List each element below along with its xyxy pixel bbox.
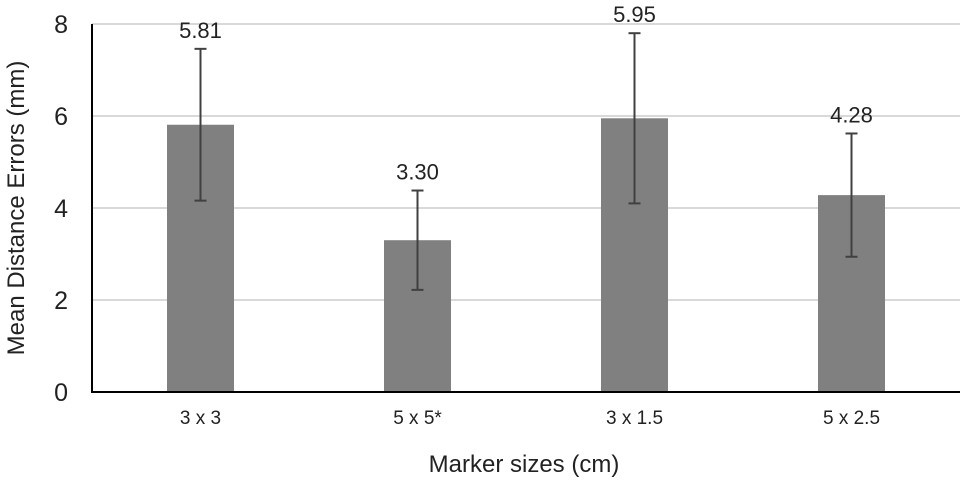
data-label: 4.28	[830, 102, 873, 127]
data-labels: 5.81 3.30 5.95 4.28	[179, 2, 873, 184]
x-tick-labels: 3 x 3 5 x 5* 3 x 1.5 5 x 2.5	[180, 408, 880, 429]
y-axis-title: Mean Distance Errors (mm)	[3, 61, 30, 356]
x-tick-label: 5 x 5*	[393, 408, 442, 429]
x-tick-label: 5 x 2.5	[823, 408, 880, 429]
y-tick-labels: 0 2 4 6 8	[54, 11, 68, 407]
bars	[167, 118, 885, 393]
x-tick-label: 3 x 1.5	[606, 408, 663, 429]
data-label: 5.81	[179, 18, 222, 43]
x-axis-title: Marker sizes (cm)	[429, 451, 620, 478]
y-tick-label: 4	[54, 195, 68, 223]
y-tick-label: 6	[54, 103, 68, 131]
x-tick-label: 3 x 3	[180, 408, 221, 429]
data-label: 5.95	[613, 2, 656, 27]
y-tick-label: 8	[54, 11, 68, 39]
data-label: 3.30	[396, 160, 439, 185]
gridlines	[92, 23, 960, 301]
y-tick-label: 0	[54, 379, 68, 407]
error-bars	[194, 32, 858, 291]
y-tick-label: 2	[54, 287, 68, 315]
